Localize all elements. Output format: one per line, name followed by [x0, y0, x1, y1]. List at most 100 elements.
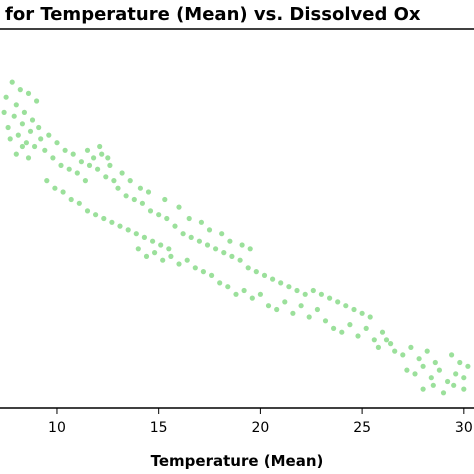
- scatter-point: [196, 238, 202, 244]
- scatter-point: [137, 185, 143, 191]
- scatter-point: [60, 189, 66, 195]
- scatter-point: [117, 223, 123, 229]
- scatter-point: [290, 310, 296, 316]
- scatter-point: [66, 166, 72, 172]
- scatter-point: [286, 284, 292, 290]
- scatter-point: [70, 151, 76, 157]
- scatter-point: [451, 382, 457, 388]
- scatter-point: [58, 162, 64, 168]
- plot-area: [0, 28, 474, 409]
- scatter-point: [19, 143, 25, 150]
- scatter-point: [76, 200, 82, 206]
- scatter-point: [461, 386, 467, 392]
- scatter-point: [164, 215, 170, 222]
- scatter-point: [147, 208, 154, 214]
- scatter-point: [105, 155, 111, 161]
- scatter-point: [247, 246, 253, 252]
- scatter-point: [186, 215, 192, 222]
- scatter-point: [270, 276, 276, 282]
- scatter-point: [158, 242, 164, 248]
- scatter-point: [111, 178, 117, 184]
- scatter-point: [68, 196, 74, 203]
- scatter-point: [133, 231, 139, 237]
- scatter-point: [192, 265, 198, 271]
- scatter-point: [249, 295, 255, 301]
- scatter-point: [27, 128, 34, 134]
- scatter-point: [379, 329, 386, 335]
- scatter-point: [428, 375, 434, 381]
- scatter-point: [13, 102, 19, 108]
- scatter-point: [46, 132, 52, 138]
- scatter-point: [180, 231, 186, 237]
- scatter-point: [166, 246, 172, 252]
- scatter-point: [204, 242, 211, 248]
- scatter-point: [213, 246, 219, 252]
- scatter-point: [1, 109, 7, 115]
- scatter-point: [17, 87, 23, 93]
- scatter-point: [359, 310, 365, 316]
- scatter-point: [253, 269, 259, 275]
- scatter-point: [343, 303, 349, 309]
- scatter-point: [198, 219, 204, 225]
- x-tick-label: 25: [353, 420, 371, 436]
- scatter-point: [101, 215, 107, 222]
- x-ticks: 10 15 20 25 30: [48, 408, 473, 436]
- scatter-point: [225, 284, 231, 290]
- scatter-point: [318, 291, 324, 297]
- scatter-point: [82, 178, 88, 184]
- scatter-point: [322, 318, 329, 324]
- scatter-point: [335, 299, 341, 305]
- scatter-point: [19, 121, 25, 127]
- scatter-point: [412, 371, 418, 377]
- scatter-point: [176, 204, 182, 210]
- scatter-point: [367, 314, 373, 320]
- scatter-point: [347, 322, 353, 328]
- scatter-point: [383, 337, 390, 343]
- scatter-point: [127, 178, 133, 184]
- scatter-point: [310, 287, 316, 294]
- scatter-point: [219, 231, 225, 237]
- scatter-point: [42, 147, 48, 153]
- scatter-point: [233, 291, 239, 297]
- scatter-point: [400, 352, 406, 358]
- scatter-point: [355, 333, 361, 339]
- x-axis-label: Temperature (Mean): [151, 452, 324, 470]
- scatter-point: [416, 356, 422, 362]
- x-tick-label: 15: [150, 420, 168, 436]
- scatter-point: [7, 136, 13, 142]
- scatter-point: [217, 280, 223, 286]
- scatter-point: [371, 337, 377, 343]
- scatter-point: [172, 223, 178, 229]
- scatter-point: [298, 303, 304, 309]
- scatter-point: [375, 344, 381, 350]
- chart-title: for Temperature (Mean) vs. Dissolved Ox: [5, 4, 421, 25]
- scatter-point: [86, 162, 93, 168]
- scatter-point: [188, 234, 194, 240]
- scatter-points: [1, 79, 471, 396]
- scatter-point: [209, 272, 215, 278]
- scatter-point: [9, 79, 15, 85]
- scatter-point: [457, 359, 463, 366]
- scatter-point: [115, 185, 121, 191]
- scatter-point: [13, 151, 19, 157]
- scatter-point: [363, 325, 369, 331]
- scatter-point: [107, 162, 113, 168]
- scatter-point: [162, 196, 168, 203]
- scatter-point: [44, 178, 50, 184]
- scatter-point: [237, 257, 243, 263]
- scatter-point: [62, 147, 68, 153]
- scatter-point: [306, 314, 312, 320]
- scatter-point: [245, 265, 251, 271]
- scatter-point: [327, 295, 333, 301]
- scatter-point: [139, 200, 145, 206]
- scatter-point: [420, 363, 426, 369]
- scatter-point: [294, 287, 300, 294]
- scatter-point: [135, 246, 141, 252]
- scatter-point: [227, 238, 233, 244]
- scatter-point: [430, 382, 436, 388]
- scatter-point: [156, 212, 162, 218]
- scatter-point: [50, 155, 56, 161]
- scatter-point: [21, 109, 27, 115]
